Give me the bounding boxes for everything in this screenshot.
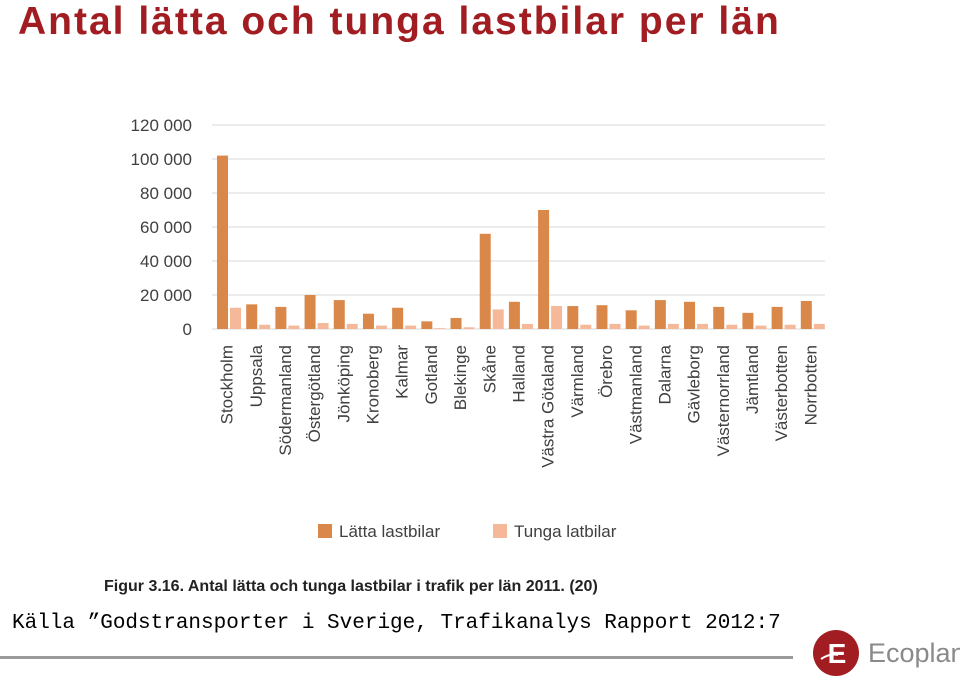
x-tick-label: Västernorrland [714,345,733,457]
y-tick-label: 60 000 [140,218,192,237]
bar-light [392,307,404,329]
x-tick-label: Stockholm [218,345,237,424]
bar-heavy [609,323,621,329]
bar-light [654,300,666,329]
x-tick-label: Norrbotten [801,345,820,425]
bar-heavy [551,306,563,329]
bar-light [304,295,316,329]
bar-heavy [346,323,358,329]
x-tick-label: Jämtland [743,345,762,414]
bar-light [275,306,287,329]
legend-swatch [318,524,332,538]
logo-mark-letter: E [828,638,847,669]
x-tick-label: Skåne [480,345,499,393]
source-citation: Källa ”Godstransporter i Sverige, Trafik… [12,612,781,635]
bar-light [217,155,228,329]
bar-light [567,306,579,329]
x-tick-label: Västmanland [626,345,645,444]
x-tick-label: Jönköping [334,345,353,423]
y-tick-label: 0 [183,320,192,339]
y-tick-label: 40 000 [140,252,192,271]
x-tick-label: Uppsala [247,344,266,407]
bar-heavy [405,325,417,329]
bar-light [333,300,345,329]
x-tick-label: Östergötland [305,345,324,442]
x-tick-label: Halland [510,345,529,403]
logo-text: Ecoplan [868,638,960,668]
y-tick-label: 100 000 [131,150,192,169]
bar-light [362,313,374,329]
bar-light [684,301,696,329]
bar-heavy [288,325,300,329]
bar-chart: 0 20 000 40 000 60 000 80 000 100 000 120 000 S… [104,116,825,595]
legend-swatch [493,524,507,538]
bar-light [538,210,550,329]
x-tick-label: Gävleborg [685,345,704,423]
bar-heavy [375,325,387,329]
x-tick-label: Södermanland [276,345,295,456]
y-tick-label: 20 000 [140,286,192,305]
figure-caption: Figur 3.16. Antal lätta och tunga lastbi… [104,578,598,595]
bar-heavy [580,324,592,329]
bar-heavy [492,309,504,329]
slide-title: Antal lätta och tunga lastbilar per län [18,0,781,43]
bar-heavy [463,327,475,329]
bar-heavy [784,324,796,329]
bar-light [246,304,258,329]
x-tick-label: Örebro [597,345,616,398]
x-tick-label: Kalmar [393,345,412,399]
bar-heavy [755,325,767,329]
bar-light [479,233,491,329]
bar-heavy [726,324,738,329]
bar-light [625,310,637,329]
x-tick-label: Blekinge [451,345,470,410]
y-tick-label: 120 000 [131,116,192,135]
bar-heavy [667,323,679,329]
y-tick-label: 80 000 [140,184,192,203]
x-tick-label: Dalarna [655,344,674,404]
bar-heavy [697,323,709,329]
footer-divider [0,656,793,659]
x-tick-label: Västra Götaland [539,345,558,468]
bar-light [742,312,754,329]
bar-heavy [521,323,533,329]
bar-light [508,301,520,329]
legend-label: Lätta lastbilar [339,522,440,541]
bar-light [771,306,783,329]
bar-light [596,305,608,329]
bar-heavy [259,324,271,329]
bar-heavy [230,307,241,329]
ecoplan-logo-icon: E [813,630,859,676]
x-tick-label: Kronoberg [364,345,383,424]
bar-heavy [434,328,446,329]
bar-heavy [813,323,825,329]
bar-light [450,317,462,329]
bar-heavy [638,325,650,329]
legend-label: Tunga latbilar [514,522,617,541]
bar-light [800,300,812,329]
bar-light [713,306,725,329]
x-tick-label: Västerbotten [772,345,791,441]
bar-light [421,321,433,329]
bar-heavy [317,323,329,329]
x-tick-label: Gotland [422,345,441,405]
x-tick-label: Värmland [568,345,587,418]
